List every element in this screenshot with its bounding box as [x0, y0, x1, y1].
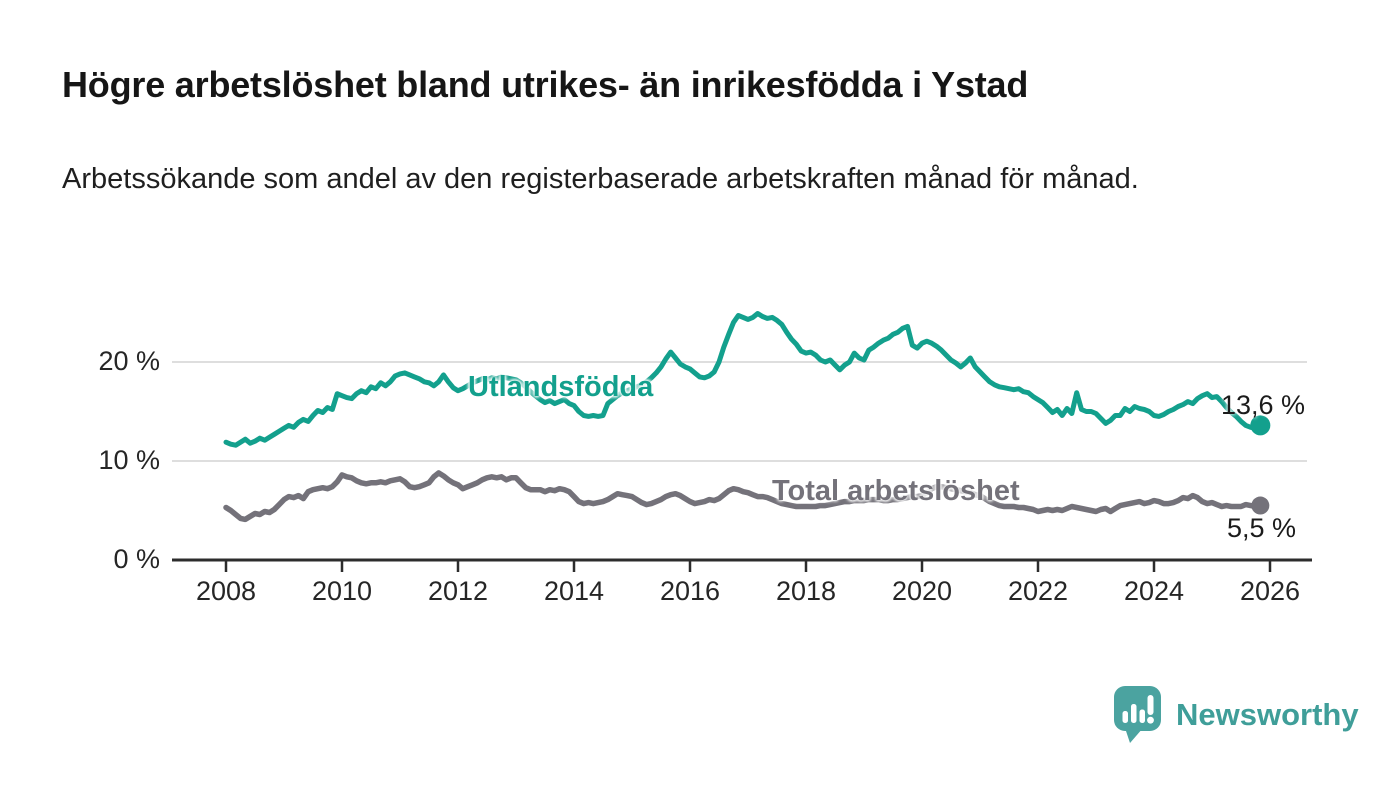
x-axis-label-2018: 2018: [775, 576, 837, 606]
x-axis-label-2026: 2026: [1239, 576, 1301, 606]
newsworthy-logo-text: Newsworthy: [1176, 697, 1359, 732]
x-axis-label-2022: 2022: [1007, 576, 1069, 606]
end-value-label-utlandsfodda: 13,6 %: [1221, 390, 1306, 420]
x-axis-label-2014: 2014: [543, 576, 605, 606]
series-label-total-arbetsloshet: Total arbetslöshet: [772, 475, 1020, 507]
y-axis-label-20: 20 %: [98, 346, 160, 376]
x-axis-label-2010: 2010: [311, 576, 373, 606]
x-axis-label-2020: 2020: [891, 576, 953, 606]
end-value-label-total: 5,5 %: [1227, 513, 1297, 543]
newsworthy-logo-icon: [1114, 686, 1161, 743]
page-title: Högre arbetslöshet bland utrikes- än inr…: [62, 64, 1029, 105]
series-line-0: [223, 311, 1263, 448]
series-label-utlandsfodda: Utlandsfödda: [468, 371, 654, 403]
y-axis-label-10: 10 %: [98, 445, 160, 475]
x-axis-label-2008: 2008: [195, 576, 257, 606]
x-axis-label-2024: 2024: [1123, 576, 1185, 606]
x-axis-label-2016: 2016: [659, 576, 721, 606]
newsworthy-logo: Newsworthy: [1112, 684, 1359, 744]
page-subtitle: Arbetssökande som andel av den registerb…: [62, 163, 1139, 195]
series-end-dot-1: [1251, 496, 1270, 515]
series-line-1: [223, 470, 1264, 523]
x-axis-label-2012: 2012: [427, 576, 489, 606]
series-end-dot-0: [1250, 415, 1271, 436]
y-axis-label-0: 0 %: [113, 544, 160, 574]
